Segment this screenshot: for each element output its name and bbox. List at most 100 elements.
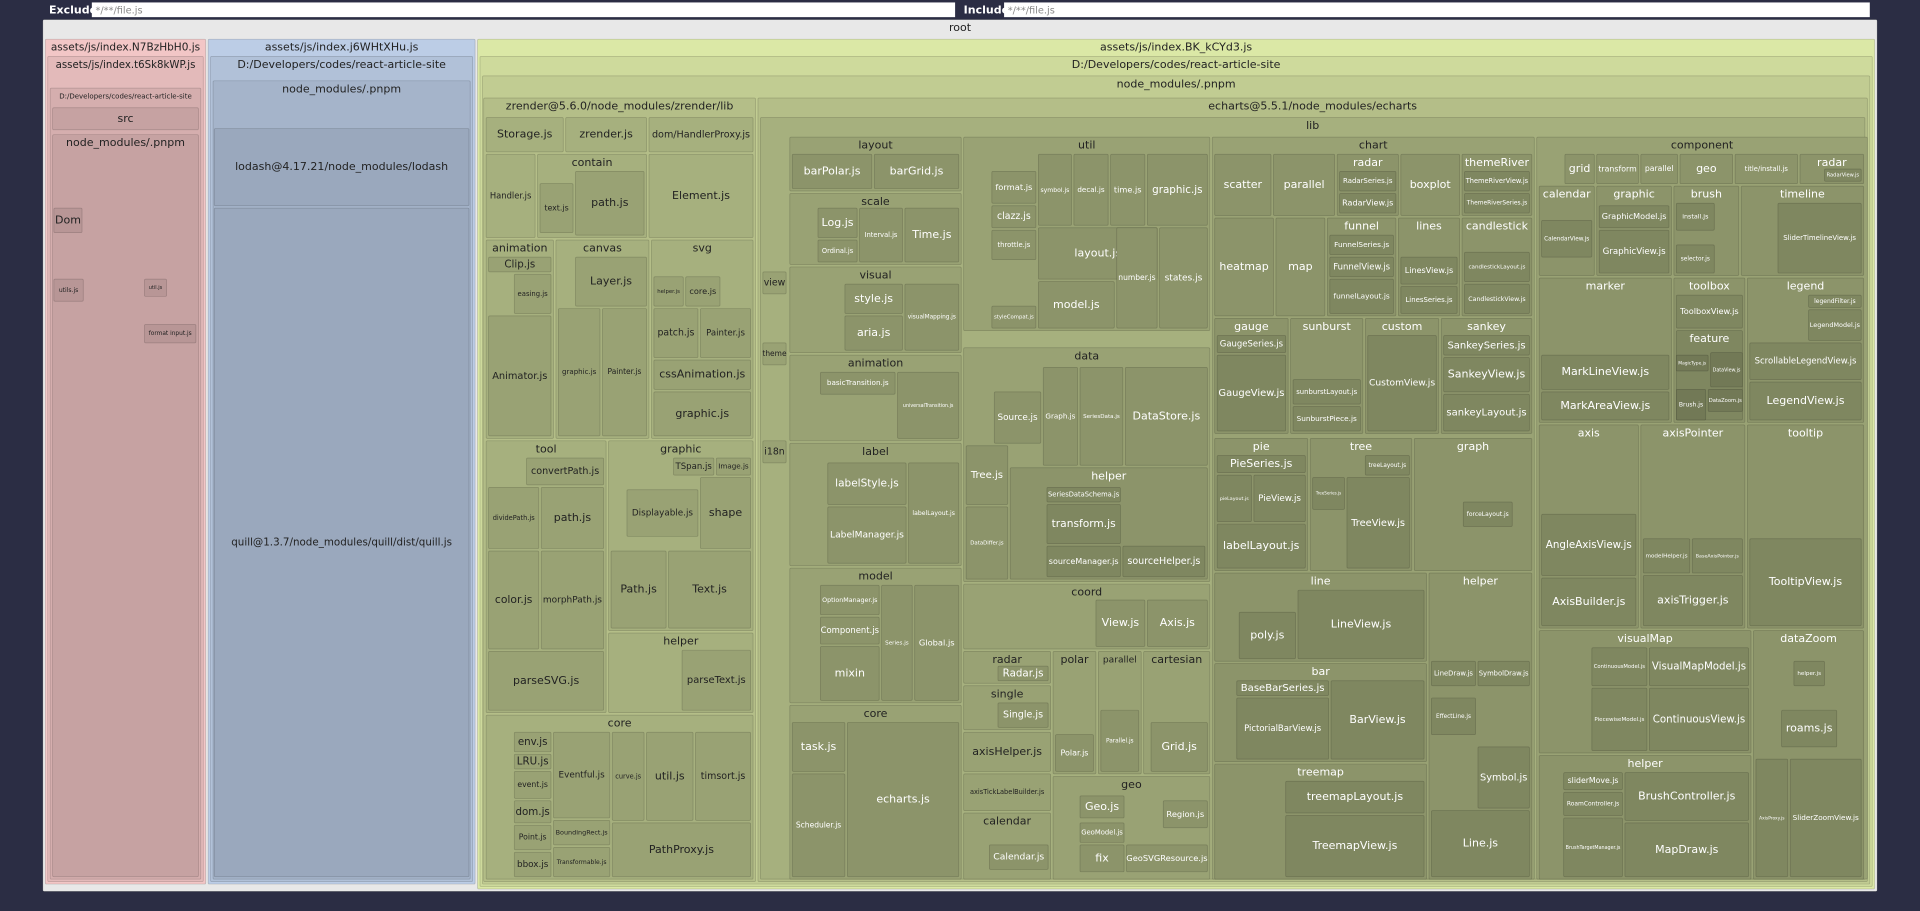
treemap-node[interactable] [1541,391,1670,421]
treemap-node[interactable] [817,207,858,238]
treemap-node[interactable] [611,822,751,878]
treemap-node[interactable] [997,702,1049,728]
treemap-node[interactable] [513,771,552,799]
treemap-node[interactable] [873,153,960,189]
treemap-node[interactable] [553,846,611,878]
treemap-node[interactable] [626,489,699,537]
treemap-node[interactable] [513,753,552,770]
treemap-node[interactable] [1079,822,1125,843]
treemap-node[interactable] [1649,647,1749,687]
treemap-node[interactable] [1285,780,1425,814]
treemap-node[interactable] [1292,406,1361,432]
treemap-node[interactable] [1162,800,1208,829]
treemap-node[interactable] [1236,697,1329,760]
treemap-node[interactable] [914,584,960,701]
treemap-node[interactable] [997,665,1049,682]
treemap-node[interactable] [648,117,754,153]
treemap-node[interactable] [791,153,873,189]
treemap-node[interactable] [1046,504,1121,545]
treemap-node[interactable] [1329,256,1394,278]
treemap-node[interactable] [653,391,751,437]
treemap-node[interactable] [1046,486,1121,503]
treemap-node[interactable] [1400,286,1458,314]
treemap-node[interactable] [673,457,715,476]
treemap-node[interactable] [1079,795,1125,819]
treemap-node[interactable] [762,271,787,295]
treemap-node[interactable] [1038,153,1072,226]
treemap-node[interactable] [1124,366,1208,466]
treemap-node[interactable] [513,273,552,314]
treemap-node[interactable] [1216,354,1287,432]
treemap-node[interactable] [540,486,605,549]
treemap-node[interactable] [1079,844,1125,873]
treemap-node[interactable] [1079,366,1124,466]
treemap-node[interactable] [1443,357,1530,393]
treemap-node[interactable] [965,445,1009,505]
treemap-node[interactable] [991,171,1037,204]
treemap-node[interactable] [1253,474,1306,522]
treemap-node[interactable] [526,457,605,486]
treemap-node[interactable] [1642,538,1691,574]
treemap-node[interactable] [1464,171,1530,192]
treemap-node[interactable] [1312,477,1345,510]
treemap-node[interactable] [1110,153,1146,226]
treemap-node[interactable] [1691,538,1743,574]
treemap-node[interactable] [1749,381,1862,421]
treemap-node[interactable] [1443,335,1530,356]
treemap-node[interactable] [685,276,721,307]
treemap-node[interactable] [1236,680,1329,696]
treemap-node[interactable] [1710,352,1743,388]
treemap-node[interactable] [1443,393,1530,432]
treemap-node[interactable] [715,457,751,476]
treemap-node[interactable] [1777,202,1862,274]
treemap-node[interactable] [653,276,684,307]
treemap-node[interactable] [1055,734,1094,772]
treemap-node[interactable] [1100,709,1140,772]
treemap-node[interactable] [1541,220,1593,258]
treemap-node[interactable] [1675,389,1707,421]
treemap-node[interactable] [52,134,199,878]
treemap-node[interactable] [1563,772,1623,791]
treemap-node[interactable] [695,731,751,821]
treemap-node[interactable] [1146,153,1208,226]
treemap-node[interactable] [700,477,751,549]
treemap-node[interactable] [1563,817,1623,878]
treemap-node[interactable] [1679,153,1734,185]
treemap-node[interactable] [1541,354,1670,390]
treemap-node[interactable] [488,315,552,437]
treemap-node[interactable] [1640,153,1678,185]
treemap-node[interactable] [1598,229,1670,274]
treemap-node[interactable] [827,462,907,505]
treemap-node[interactable] [1624,822,1749,878]
treemap-node[interactable] [791,722,846,772]
treemap-node[interactable] [1642,575,1743,627]
treemap-node[interactable] [513,800,552,824]
treemap-node[interactable] [1591,687,1648,751]
treemap-node[interactable] [540,550,605,650]
treemap-node[interactable] [513,731,552,753]
treemap-node[interactable] [1216,335,1287,354]
exclude-input[interactable] [91,2,956,18]
treemap-node[interactable] [904,207,960,263]
treemap-node[interactable] [820,646,880,701]
treemap-node[interactable] [1329,234,1394,256]
treemap-node[interactable] [1781,709,1838,748]
treemap-node[interactable] [700,308,751,358]
treemap-node[interactable] [1214,217,1274,317]
treemap-node[interactable] [1477,660,1530,687]
include-input[interactable] [1004,2,1870,18]
treemap-node[interactable] [681,649,751,711]
treemap-node[interactable] [213,207,470,878]
treemap-node[interactable] [1146,599,1208,647]
treemap-node[interactable] [1464,193,1530,214]
treemap-node[interactable] [820,371,896,395]
treemap-node[interactable] [844,315,903,351]
treemap-node[interactable] [1214,153,1272,216]
treemap-node[interactable] [1122,545,1206,578]
treemap-node[interactable] [213,128,470,207]
treemap-node[interactable] [1564,153,1595,185]
treemap-node[interactable] [653,359,751,390]
treemap-node[interactable] [844,283,903,314]
treemap-node[interactable] [1273,153,1336,216]
treemap-node[interactable] [53,278,84,302]
